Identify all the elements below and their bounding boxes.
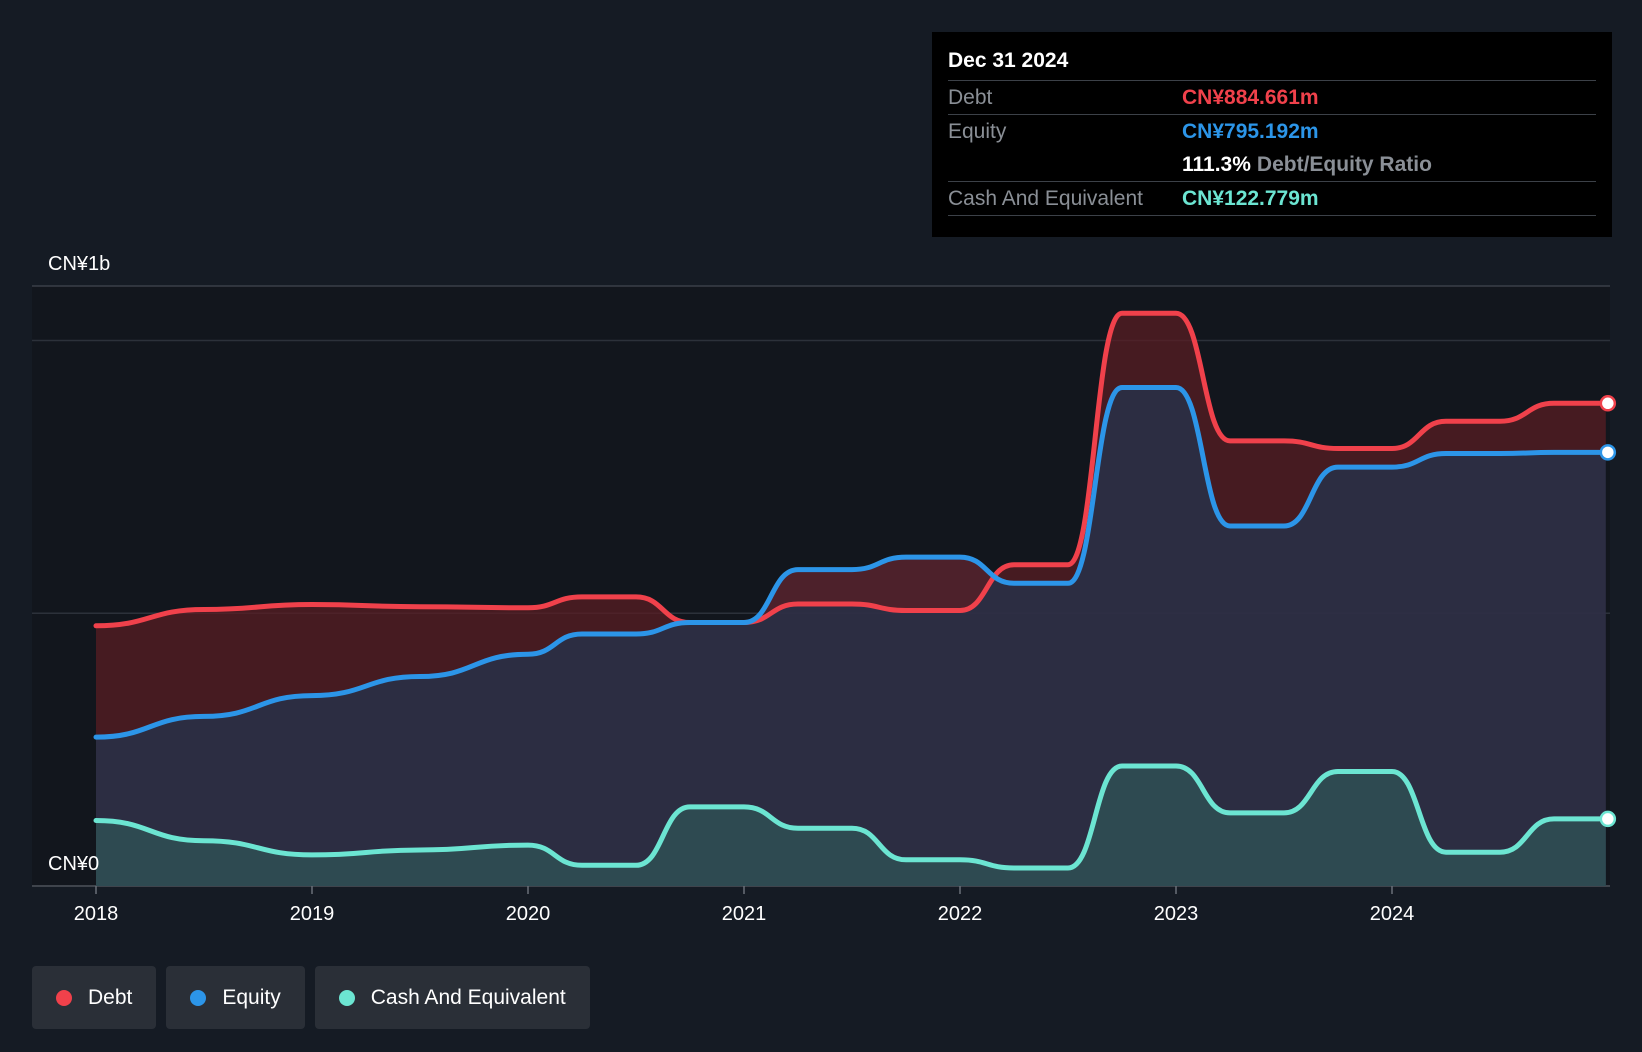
legend-item-debt[interactable]: Debt [32,966,157,1029]
equity-area [96,387,1606,886]
legend-item-cash[interactable]: Cash And Equivalent [314,966,590,1029]
tooltip-panel: Dec 31 2024 Debt CN¥884.661m Equity CN¥7… [932,32,1612,237]
tooltip-debt-label: Debt [948,85,993,109]
legend-item-equity[interactable]: Equity [166,966,305,1029]
tooltip-cash-row: Cash And Equivalent CN¥122.779m [948,181,1596,216]
debt-equity-band [96,313,1606,738]
equity-line [93,385,1609,740]
legend-dot-icon [338,989,355,1006]
legend-dot-icon [56,989,72,1006]
tooltip-equity-row: Equity CN¥795.192m [948,114,1596,148]
legend-dot-icon [190,989,207,1006]
tooltip-equity-label: Equity [948,119,1007,143]
x-tick-label: 2019 [290,903,335,925]
cash-end-point [1599,810,1617,828]
tooltip-debt-row: Debt CN¥884.661m [948,80,1596,114]
x-tick-label: 2021 [722,903,767,925]
tooltip-date: Dec 31 2024 [948,49,1069,72]
x-tick-label: 2018 [74,903,119,925]
legend-label-debt: Debt [88,985,133,1009]
legend: Debt Equity Cash And Equivalent [32,966,590,1029]
tooltip-cash-value: CN¥122.779m [1182,186,1319,210]
x-tick-label: 2024 [1370,903,1415,925]
legend-label-cash: Cash And Equivalent [370,985,566,1009]
debt-line [93,310,1609,629]
y-axis-top-label: CN¥1b [48,253,110,275]
cash-area [96,766,1606,886]
tooltip-ratio-row: 111.3% Debt/Equity Ratio [948,148,1596,181]
y-axis-bottom-label: CN¥0 [48,853,99,875]
x-tick-label: 2023 [1154,903,1199,925]
tooltip-cash-label: Cash And Equivalent [948,186,1143,210]
tooltip-equity-value: CN¥795.192m [1182,119,1319,143]
x-tick-label: 2020 [506,903,551,925]
cash-line [93,763,1609,871]
tooltip-debt-value: CN¥884.661m [1182,85,1319,109]
x-tick-label: 2022 [938,903,983,925]
tooltip-ratio-value: 111.3% [1182,152,1251,176]
tooltip-ratio-label: Debt/Equity Ratio [1256,152,1432,176]
equity-end-point [1599,444,1617,461]
legend-label-equity: Equity [222,985,281,1009]
debt-end-point [1599,395,1617,412]
